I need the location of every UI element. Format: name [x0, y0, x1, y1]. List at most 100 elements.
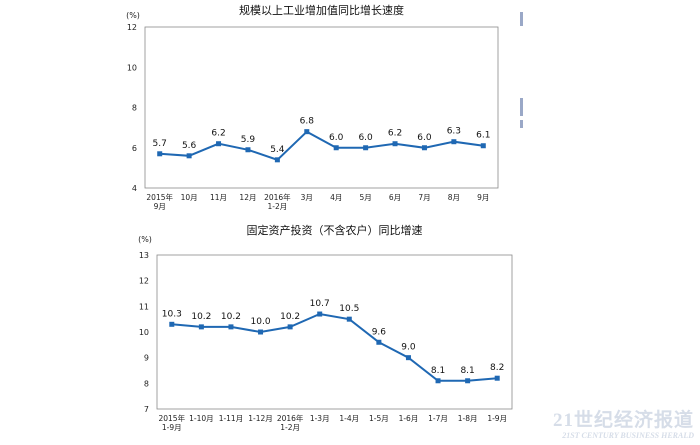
data-label: 6.1 [476, 131, 490, 141]
data-label: 6.0 [358, 133, 373, 143]
data-point [480, 143, 486, 149]
y-tick-label: 6 [132, 144, 137, 153]
watermark-main: 21世纪经济报道 [552, 410, 694, 431]
data-label: 6.0 [417, 133, 432, 143]
x-tick-label: 1-7月 [428, 414, 448, 423]
y-tick-label: 4 [132, 184, 137, 193]
watermark-sub: 21ST CENTURY BUSINESS HERALD [562, 431, 694, 440]
series-line [171, 312, 498, 382]
data-point [435, 378, 441, 384]
y-axis-unit: (%) [138, 235, 152, 244]
watermark-logo: 21世纪经济报道 21ST CENTURY BUSINESS HERALD [553, 411, 694, 441]
x-tick-label: 10月 [181, 193, 198, 202]
data-point [465, 378, 471, 384]
data-label: 6.3 [447, 127, 461, 137]
y-tick-label: 7 [144, 405, 149, 414]
x-tick-label: 12月 [239, 193, 256, 202]
data-label: 10.2 [280, 312, 300, 322]
x-tick-label: 2015年 1-9月 [158, 413, 185, 432]
x-tick-label: 2015年 9月 [146, 192, 173, 211]
investment-chart-svg: 固定资产投资（不含农户）同比增速 (%) 7 8 9 10 11 12 13 2015年 1-9月 1… [138, 223, 513, 432]
industrial-chart-svg: 规模以上工业增加值同比增长速度 (%) 4 6 8 10 12 2015年 9月 10月 11月 12… [126, 3, 499, 211]
data-point [346, 316, 352, 322]
data-point [198, 324, 204, 330]
data-point [494, 375, 500, 381]
x-tick-label: 8月 [448, 193, 460, 202]
data-label: 9.0 [401, 343, 416, 353]
data-point [317, 311, 323, 317]
data-point [363, 145, 369, 151]
data-point [245, 147, 251, 153]
data-label: 6.8 [300, 117, 315, 127]
x-tick-label: 1-6月 [399, 414, 419, 423]
x-tick-label: 1-9月 [487, 414, 507, 423]
data-label: 5.7 [153, 139, 167, 149]
fixed-asset-investment-chart: 固定资产投资（不含农户）同比增速 (%) 7 8 9 10 11 12 13 2015年 1-9月 1… [0, 222, 530, 445]
y-tick-label: 9 [144, 354, 149, 363]
data-point [376, 339, 382, 345]
data-label: 5.9 [241, 135, 256, 145]
x-tick-label: 9月 [477, 193, 489, 202]
y-tick-label: 8 [144, 379, 149, 388]
data-point [274, 157, 280, 163]
edge-mark [520, 98, 523, 116]
chart-title: 固定资产投资（不含农户）同比增速 [247, 223, 423, 237]
x-tick-label: 1-4月 [339, 414, 359, 423]
data-point [333, 145, 339, 151]
data-point [304, 129, 310, 135]
series-line [159, 130, 484, 161]
x-tick-label: 1-12月 [248, 414, 273, 423]
y-tick-label: 11 [139, 302, 149, 311]
y-tick-label: 12 [139, 277, 149, 286]
x-tick-label: 2016年 1-2月 [264, 192, 291, 211]
y-tick-label: 8 [132, 104, 137, 113]
edge-mark [520, 12, 523, 26]
x-tick-label: 1-10月 [189, 414, 214, 423]
data-label: 10.5 [339, 304, 359, 314]
y-tick-label: 13 [139, 251, 149, 260]
data-label: 8.1 [431, 366, 445, 376]
y-tick-label: 10 [127, 63, 137, 72]
plot-frame [144, 26, 499, 189]
plot-frame [156, 254, 513, 410]
data-label: 8.1 [460, 366, 474, 376]
data-point [451, 139, 457, 145]
data-label: 10.2 [221, 312, 241, 322]
data-label: 6.2 [388, 129, 402, 139]
x-tick-label: 4月 [330, 193, 342, 202]
data-point [421, 145, 427, 151]
data-label: 10.0 [251, 317, 271, 327]
data-label: 5.4 [270, 145, 285, 155]
data-label: 6.2 [211, 129, 225, 139]
x-tick-label: 6月 [389, 193, 401, 202]
y-tick-label: 10 [139, 328, 149, 337]
data-point [392, 141, 398, 147]
y-axis-unit: (%) [126, 11, 140, 20]
x-tick-label: 3月 [301, 193, 313, 202]
x-tick-label: 1-11月 [219, 414, 244, 423]
edge-mark [520, 120, 523, 128]
data-point [258, 329, 264, 335]
x-tick-label: 11月 [210, 193, 227, 202]
x-tick-label: 7月 [418, 193, 430, 202]
y-tick-label: 12 [127, 23, 137, 32]
x-tick-label: 2016年 1-2月 [277, 413, 304, 432]
data-point [186, 153, 192, 159]
data-label: 8.2 [490, 363, 504, 373]
data-point [157, 151, 163, 157]
data-label: 6.0 [329, 133, 344, 143]
x-tick-label: 1-8月 [458, 414, 478, 423]
x-tick-label: 5月 [359, 193, 371, 202]
industrial-value-added-chart: 规模以上工业增加值同比增长速度 (%) 4 6 8 10 12 2015年 9月 10月 11月 12… [0, 0, 520, 222]
data-label: 5.6 [182, 141, 197, 151]
data-label: 10.3 [162, 309, 182, 319]
data-point [405, 355, 411, 361]
data-point [228, 324, 234, 330]
x-tick-label: 1-3月 [310, 414, 330, 423]
chart-title: 规模以上工业增加值同比增长速度 [239, 3, 404, 17]
data-point [169, 321, 175, 327]
data-point [216, 141, 222, 147]
data-label: 10.7 [310, 299, 330, 309]
data-label: 9.6 [372, 327, 387, 337]
data-point [287, 324, 293, 330]
